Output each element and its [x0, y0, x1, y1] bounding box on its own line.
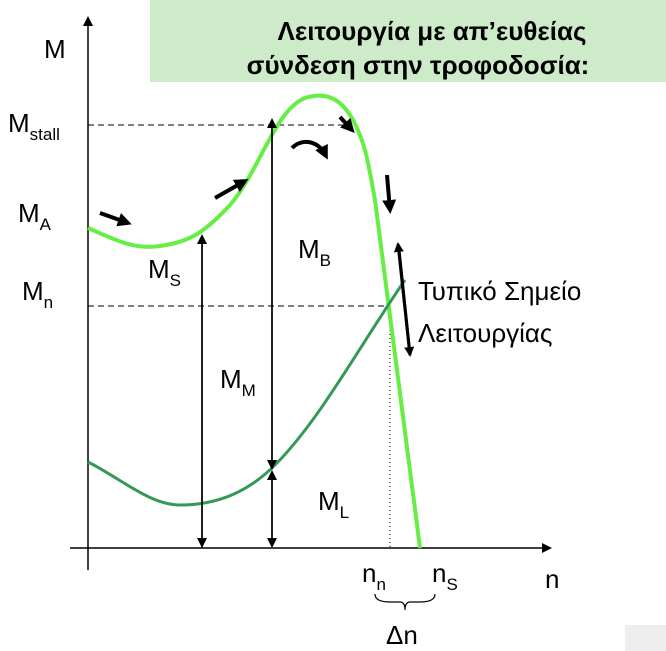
label: nn [362, 558, 386, 594]
operating-arrow [397, 249, 415, 357]
motor-curve [87, 93, 422, 549]
direction-arrow [290, 139, 328, 160]
title-line: Λειτουργία με απ’ευθείας [278, 16, 587, 46]
label: Mn [22, 276, 53, 312]
title-line: σύνδεση στην τροφοδοσία: [247, 50, 590, 80]
delta-brace [374, 593, 436, 611]
label: Mstall [8, 108, 60, 144]
title-box [150, 0, 666, 82]
x-axis-label: n [545, 564, 559, 594]
direction-arrow [338, 115, 355, 133]
direction-arrow [214, 179, 249, 200]
label: MA [18, 198, 52, 234]
direction-arrow [382, 174, 397, 214]
annotation: Τυπικό Σημείο [418, 276, 581, 306]
label: MB [298, 234, 331, 270]
annotation: Λειτουργίας [418, 318, 552, 348]
load-curve [87, 279, 407, 507]
direction-arrow [99, 211, 132, 227]
label: nS [432, 558, 458, 594]
delta-label: Δn [386, 620, 418, 650]
corner-box [625, 625, 666, 651]
label: MS [148, 254, 181, 290]
y-axis-label: M [44, 34, 66, 64]
label: MM [220, 364, 256, 400]
label: ML [318, 486, 349, 522]
